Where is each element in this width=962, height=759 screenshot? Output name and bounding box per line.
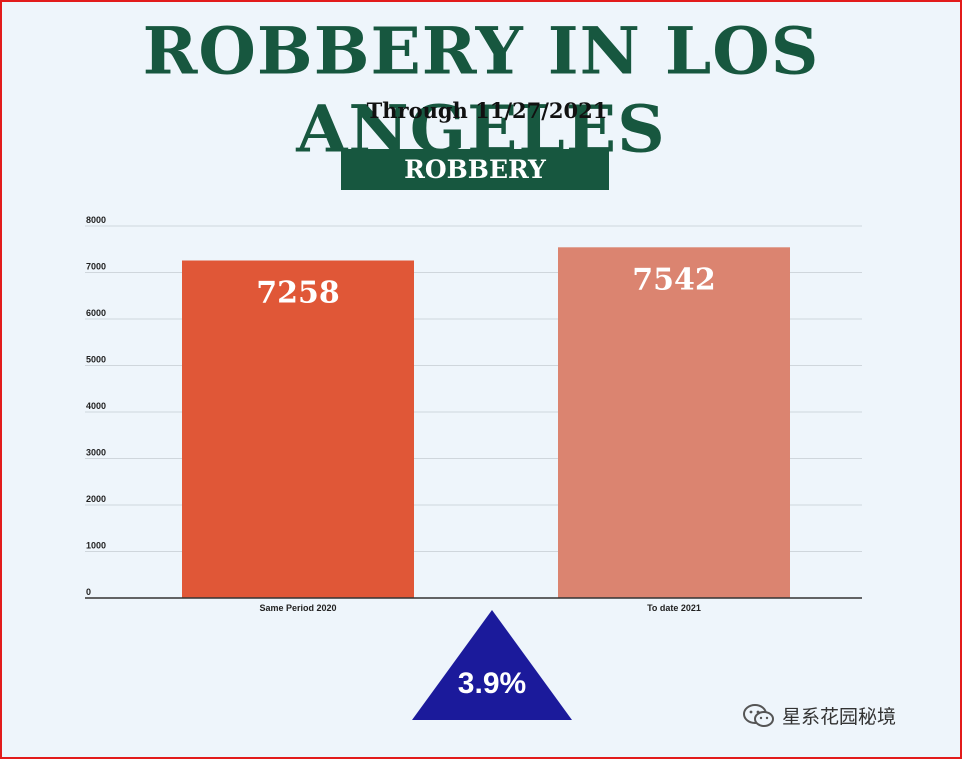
x-tick-label: To date 2021 <box>647 603 701 613</box>
watermark: 星系花园秘境 <box>742 702 896 729</box>
chart-title: ROBBERY IN LOS ANGELES <box>142 12 820 168</box>
y-tick-label: 6000 <box>86 308 106 318</box>
y-tick-label: 1000 <box>86 541 106 551</box>
data-label: 7542 <box>632 262 716 297</box>
bar <box>558 247 790 598</box>
y-tick-label: 3000 <box>86 448 106 458</box>
y-tick-label: 8000 <box>86 215 106 225</box>
data-label: 7258 <box>256 276 340 311</box>
wechat-icon <box>743 703 774 727</box>
category-box: ROBBERY <box>341 149 609 190</box>
bar <box>182 260 414 598</box>
watermark-text: 星系花园秘境 <box>782 706 897 728</box>
change-label: 3.9% <box>458 667 526 700</box>
x-tick-label: Same Period 2020 <box>259 603 336 613</box>
y-tick-label: 7000 <box>86 262 106 272</box>
y-tick-label: 4000 <box>86 401 106 411</box>
y-tick-label: 0 <box>86 587 91 597</box>
up-triangle <box>412 610 572 720</box>
y-tick-label: 2000 <box>86 494 106 504</box>
y-tick-label: 5000 <box>86 355 106 365</box>
chart-subtitle: Through 11/27/2021 <box>366 98 608 123</box>
